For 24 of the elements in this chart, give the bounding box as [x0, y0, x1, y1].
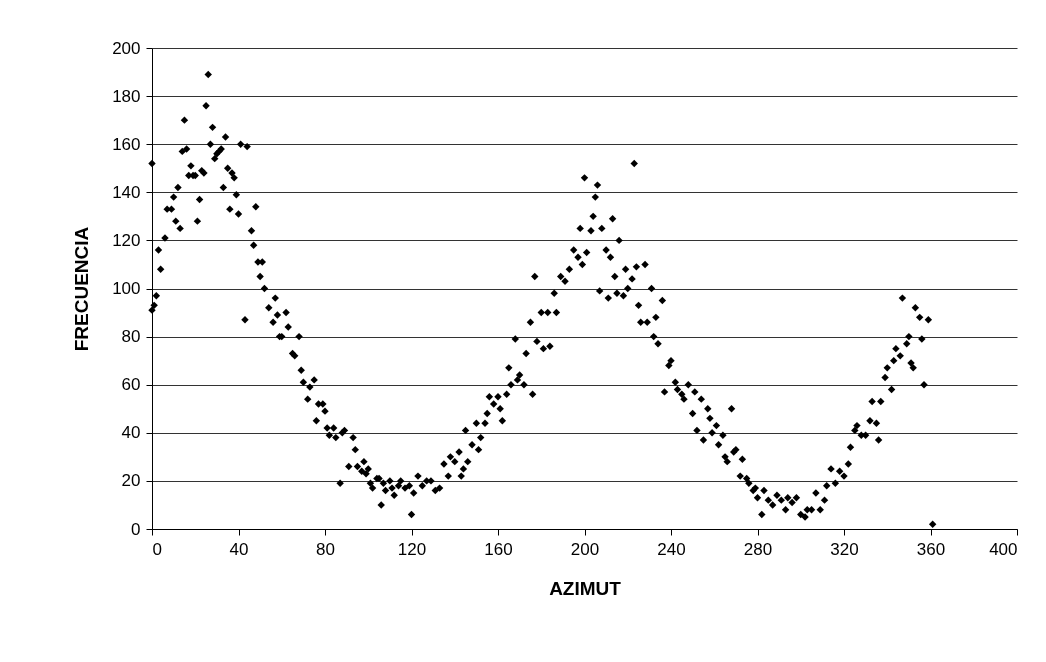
- y-tick-label: 160: [112, 134, 141, 154]
- x-tick-label: 400: [989, 539, 1018, 559]
- y-tick-label: 20: [121, 471, 141, 491]
- x-tick-label: 320: [830, 539, 859, 559]
- x-tick-label: 80: [316, 539, 335, 559]
- y-axis-title: FRECUENCIA: [71, 226, 93, 352]
- x-tick-label: 200: [570, 539, 600, 559]
- y-tick-label: 40: [121, 423, 141, 443]
- x-tick-label: 240: [657, 539, 686, 559]
- y-tick-label: 80: [121, 327, 141, 347]
- x-tick-label: 280: [743, 539, 773, 559]
- x-tick-label: 0: [152, 539, 162, 559]
- y-tick-label: 140: [112, 182, 141, 202]
- y-tick-label: 120: [112, 230, 141, 250]
- y-tick-label: 180: [112, 86, 141, 106]
- y-tick-label: 0: [131, 519, 141, 539]
- x-tick-label: 40: [229, 539, 249, 559]
- x-axis-title: AZIMUT: [549, 577, 622, 599]
- x-tick-label: 360: [916, 539, 946, 559]
- x-tick-label: 160: [484, 539, 513, 559]
- x-tick-label: 120: [397, 539, 427, 559]
- y-tick-label: 60: [121, 375, 141, 395]
- y-tick-label: 200: [112, 38, 141, 58]
- y-tick-label: 100: [112, 279, 141, 298]
